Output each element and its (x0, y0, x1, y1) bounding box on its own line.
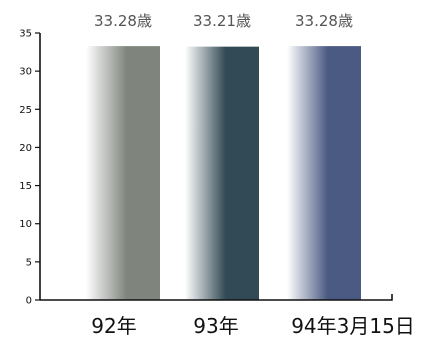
bar-1 (86, 46, 160, 301)
data-label-2: 33.21歳 (193, 12, 251, 30)
x-category-label: 93年 (193, 314, 238, 338)
x-axis-line (40, 294, 393, 301)
x-category-label: 92年 (91, 314, 136, 338)
bars (86, 46, 361, 301)
y-tick-label: 35 (19, 29, 32, 40)
y-axis: 0 5 10 15 20 25 30 35 (19, 29, 41, 307)
data-label-1: 33.28歳 (94, 12, 152, 30)
y-tick-label: 25 (19, 105, 32, 116)
y-tick-label: 10 (19, 219, 32, 230)
y-tick-label: 15 (19, 181, 32, 192)
y-tick-label: 30 (19, 67, 32, 78)
data-label-3: 33.28歳 (295, 12, 353, 30)
bar-3 (287, 46, 361, 301)
bar-2 (185, 46, 259, 300)
y-tick-label: 0 (26, 296, 32, 307)
x-category-label: 94年3月15日 (291, 314, 415, 338)
y-tick-label: 20 (19, 143, 32, 154)
x-axis: 92年 93年 94年3月15日 (40, 294, 415, 338)
y-tick-label: 5 (26, 257, 32, 268)
data-labels: 33.28歳 33.21歳 33.28歳 (94, 12, 353, 30)
